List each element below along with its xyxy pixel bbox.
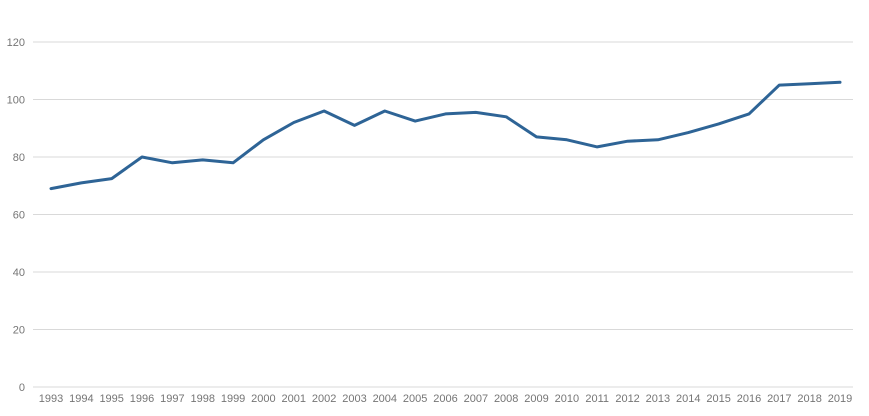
y-axis-label: 40 [13, 267, 25, 279]
x-axis-label: 2016 [737, 393, 761, 405]
y-axis-label: 120 [7, 37, 25, 49]
x-axis-label: 2017 [767, 393, 791, 405]
x-axis-label: 2008 [494, 393, 518, 405]
y-axis-label: 20 [13, 325, 25, 337]
x-axis-label: 2007 [464, 393, 488, 405]
x-axis-label: 2018 [797, 393, 821, 405]
x-axis-label: 2004 [373, 393, 397, 405]
x-axis-label: 2000 [251, 393, 275, 405]
x-axis-label: 2002 [312, 393, 336, 405]
x-axis-label: 1999 [221, 393, 245, 405]
x-axis-label: 2010 [555, 393, 579, 405]
x-axis-label: 2006 [433, 393, 457, 405]
x-axis-label: 1994 [69, 393, 93, 405]
x-axis-label: 2013 [646, 393, 670, 405]
data-series-line [49, 80, 842, 191]
x-axis-label: 2009 [524, 393, 548, 405]
y-axis-label: 80 [13, 152, 25, 164]
y-axis-label: 0 [19, 382, 25, 394]
x-axis-label: 2012 [615, 393, 639, 405]
x-axis-label: 1995 [99, 393, 123, 405]
x-axis-label: 2014 [676, 393, 700, 405]
x-axis-label: 1998 [190, 393, 214, 405]
x-axis-label: 1997 [160, 393, 184, 405]
y-axis-label: 100 [7, 95, 25, 107]
x-axis-label: 1993 [39, 393, 63, 405]
x-axis-label: 2001 [282, 393, 306, 405]
x-axis-label: 2005 [403, 393, 427, 405]
x-axis-label: 2003 [342, 393, 366, 405]
x-axis-label: 1996 [130, 393, 154, 405]
x-axis-label: 2019 [828, 393, 852, 405]
y-axis-label: 60 [13, 210, 25, 222]
x-axis-label: 2011 [585, 393, 609, 405]
x-axis-label: 2015 [706, 393, 730, 405]
